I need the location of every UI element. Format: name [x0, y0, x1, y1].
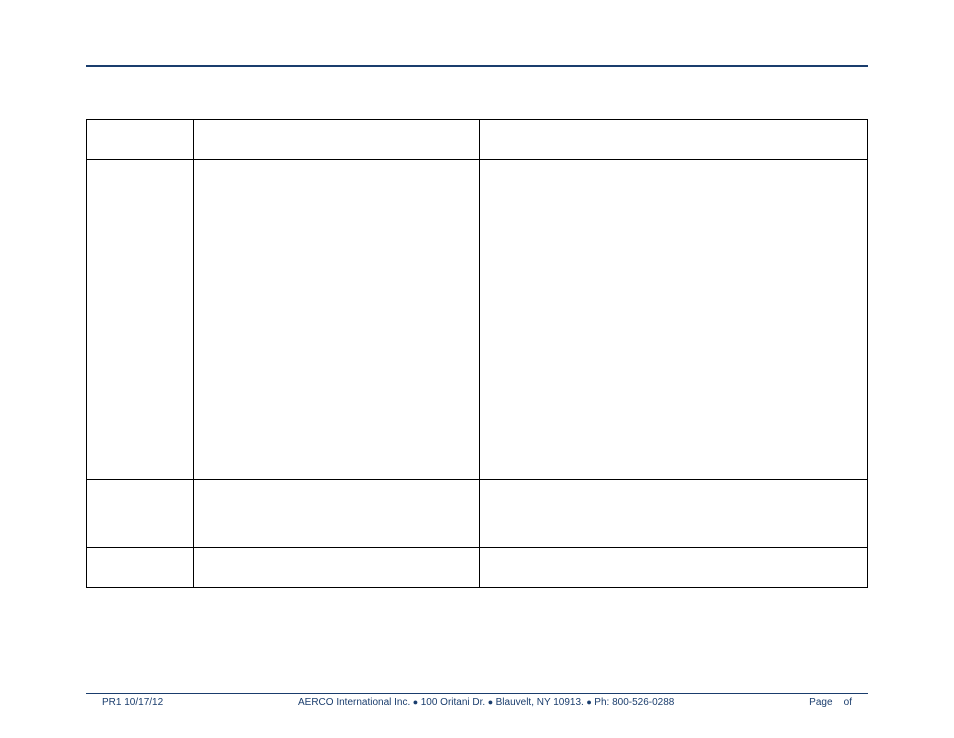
table-cell	[87, 160, 194, 480]
footer-center: AERCO International Inc. ● 100 Oritani D…	[163, 697, 809, 708]
footer-left: PR1 10/17/12	[86, 697, 163, 708]
footer-rule	[86, 693, 868, 694]
page-of: of	[844, 697, 852, 708]
table-cell	[193, 548, 480, 588]
footer-company: AERCO International Inc.	[298, 697, 410, 708]
footer-phone: Ph: 800-526-0288	[594, 697, 674, 708]
table-cell	[480, 548, 868, 588]
table-cell	[87, 480, 194, 548]
footer-address2: Blauvelt, NY 10913.	[496, 697, 584, 708]
bullet-icon: ●	[584, 697, 594, 707]
document-page: PR1 10/17/12 AERCO International Inc. ● …	[0, 0, 954, 738]
table-cell	[480, 480, 868, 548]
table-cell	[193, 480, 480, 548]
table-cell	[193, 160, 480, 480]
footer: PR1 10/17/12 AERCO International Inc. ● …	[86, 693, 868, 708]
page-label: Page	[809, 697, 832, 708]
table-cell	[480, 120, 868, 160]
bullet-icon: ●	[485, 697, 495, 707]
footer-right: Page of	[809, 697, 868, 708]
table-cell	[193, 120, 480, 160]
top-rule	[86, 65, 868, 67]
table-cell	[87, 120, 194, 160]
table-row	[87, 480, 868, 548]
bullet-icon: ●	[410, 697, 420, 707]
table-row	[87, 120, 868, 160]
table-cell	[480, 160, 868, 480]
table-cell	[87, 548, 194, 588]
footer-row: PR1 10/17/12 AERCO International Inc. ● …	[86, 697, 868, 708]
footer-address1: 100 Oritani Dr.	[421, 697, 485, 708]
content-table	[86, 119, 868, 588]
table-row	[87, 548, 868, 588]
table-row	[87, 160, 868, 480]
